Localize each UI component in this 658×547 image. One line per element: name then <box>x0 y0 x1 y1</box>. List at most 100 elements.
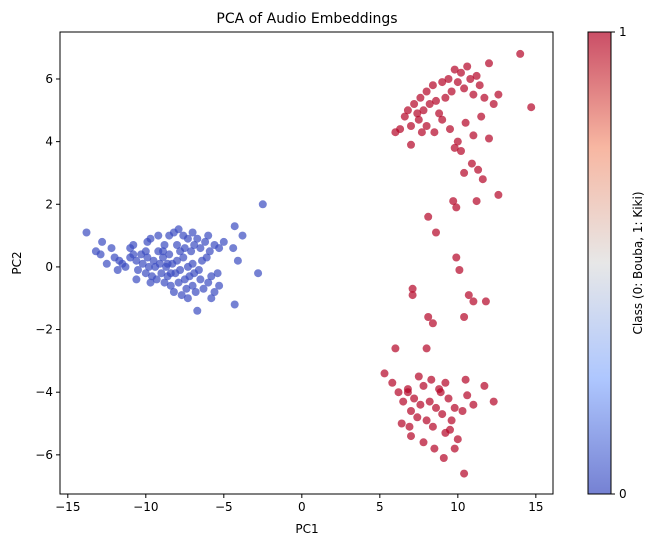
scatter-point-class-1 <box>489 100 498 108</box>
scatter-point-class-1 <box>428 422 437 431</box>
scatter-point-class-0 <box>193 234 202 243</box>
scatter-point-class-1 <box>410 100 419 108</box>
scatter-point-class-1 <box>485 59 493 68</box>
scatter-point-class-0 <box>159 247 167 256</box>
scatter-point-class-1 <box>439 454 448 462</box>
x-tick-label: −10 <box>133 500 158 514</box>
y-tick-label: 0 <box>45 260 53 274</box>
scatter-point-class-0 <box>143 237 152 246</box>
y-tick-label: −6 <box>35 448 53 462</box>
scatter-point-class-0 <box>138 259 147 268</box>
scatter-point-class-0 <box>258 200 267 209</box>
scatter-point-class-1 <box>457 68 465 77</box>
scatter-point-class-1 <box>394 388 403 397</box>
scatter-point-class-1 <box>460 469 469 478</box>
y-tick-label: 4 <box>45 135 53 149</box>
scatter-point-class-0 <box>173 241 181 249</box>
scatter-point-class-0 <box>196 244 205 253</box>
scatter-point-class-1 <box>444 75 453 83</box>
scatter-point-class-1 <box>414 372 423 381</box>
scatter-point-class-1 <box>430 128 439 137</box>
scatter-point-class-0 <box>129 250 138 259</box>
scatter-point-class-1 <box>463 391 472 400</box>
scatter-point-class-1 <box>450 444 459 453</box>
scatter-point-class-0 <box>152 275 161 284</box>
scatter-point-class-1 <box>446 425 454 434</box>
scatter-point-class-1 <box>407 407 415 415</box>
scatter-point-class-1 <box>469 90 478 99</box>
scatter-point-class-1 <box>425 100 434 108</box>
scatter-point-class-1 <box>447 87 456 96</box>
scatter-point-class-1 <box>432 228 440 237</box>
colorbar-frame <box>587 31 612 495</box>
scatter-point-class-1 <box>435 109 444 118</box>
scatter-points <box>82 49 536 478</box>
colorbar-tick-label: 1 <box>619 25 627 39</box>
scatter-point-class-0 <box>188 281 197 290</box>
scatter-point-class-0 <box>154 231 163 240</box>
colorbar-tick-label: 0 <box>619 487 627 501</box>
scatter-point-class-1 <box>463 62 472 71</box>
y-tick-label: 6 <box>45 72 53 86</box>
scatter-point-class-1 <box>438 78 447 87</box>
scatter-point-class-1 <box>413 109 422 118</box>
scatter-point-class-1 <box>424 212 433 221</box>
scatter-point-class-1 <box>424 313 433 321</box>
scatter-point-class-1 <box>438 410 447 419</box>
scatter-point-class-0 <box>166 269 175 278</box>
scatter-point-class-1 <box>458 407 467 415</box>
scatter-point-class-1 <box>408 284 417 293</box>
scatter-point-class-0 <box>174 225 183 234</box>
scatter-point-class-0 <box>204 278 213 287</box>
scatter-point-class-0 <box>230 300 239 309</box>
x-axis-label: PC1 <box>295 522 318 536</box>
scatter-point-class-1 <box>408 291 417 300</box>
scatter-point-class-0 <box>176 266 185 274</box>
x-tick-label: −5 <box>215 500 233 514</box>
scatter-point-class-0 <box>183 234 192 243</box>
scatter-point-class-1 <box>428 319 437 328</box>
scatter-point-class-1 <box>400 112 409 121</box>
y-axis-label: PC2 <box>10 251 24 274</box>
scatter-point-class-1 <box>428 81 437 90</box>
scatter-point-class-1 <box>452 253 461 262</box>
scatter-point-class-0 <box>219 237 228 246</box>
scatter-point-class-0 <box>215 281 224 290</box>
scatter-point-class-1 <box>489 397 498 406</box>
colorbar-ticks: 01 <box>611 25 627 501</box>
scatter-point-class-1 <box>472 71 481 80</box>
scatter-point-class-0 <box>132 275 141 284</box>
scatter-point-class-1 <box>438 115 447 124</box>
scatter-point-class-1 <box>477 112 486 121</box>
scatter-point-class-1 <box>416 400 425 409</box>
scatter-point-class-1 <box>407 432 415 441</box>
colorbar-label: Class (0: Bouba, 1: Kiki) <box>631 192 645 335</box>
scatter-point-class-1 <box>494 90 503 99</box>
scatter-point-class-0 <box>159 253 167 262</box>
y-axis-ticks: −6 −4 −2 0 2 4 6 <box>35 72 60 462</box>
scatter-point-class-0 <box>210 288 219 296</box>
x-tick-label: 0 <box>298 500 306 514</box>
scatter-point-class-1 <box>481 297 490 306</box>
scatter-point-class-1 <box>461 118 470 127</box>
scatter-point-class-1 <box>472 197 481 206</box>
scatter-point-class-0 <box>187 247 196 256</box>
scatter-point-class-0 <box>188 228 197 237</box>
scatter-point-class-0 <box>107 244 116 253</box>
scatter-point-class-0 <box>179 253 188 262</box>
scatter-point-class-0 <box>146 278 155 287</box>
scatter-point-class-0 <box>193 306 202 315</box>
scatter-point-class-1 <box>478 175 487 184</box>
scatter-point-class-0 <box>254 269 263 278</box>
scatter-point-class-1 <box>441 378 450 387</box>
scatter-point-class-0 <box>96 250 105 259</box>
scatter-point-class-1 <box>452 203 461 212</box>
scatter-point-class-1 <box>403 388 412 397</box>
scatter-point-class-0 <box>144 262 153 271</box>
scatter-point-class-0 <box>182 284 191 293</box>
scatter-point-class-0 <box>207 294 216 303</box>
scatter-point-class-0 <box>174 278 183 287</box>
scatter-point-class-1 <box>469 131 478 140</box>
scatter-point-class-1 <box>453 78 462 87</box>
